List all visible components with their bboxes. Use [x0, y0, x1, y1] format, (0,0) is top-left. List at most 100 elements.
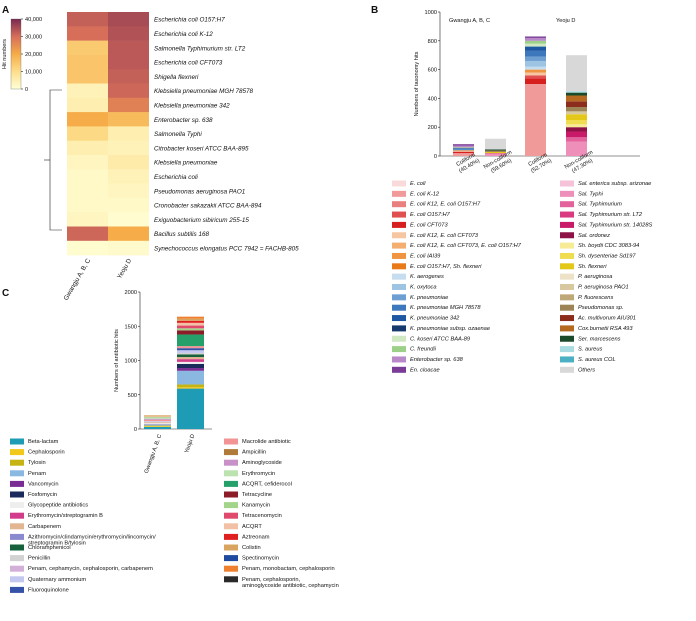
legend-label: C. freundii [410, 347, 437, 353]
bar-segment [453, 144, 474, 146]
legend-swatch [224, 512, 238, 519]
bar-segment [485, 138, 506, 150]
bar-segment [566, 107, 587, 112]
legend-label: E. coli K-12 [410, 191, 440, 197]
heatmap-cell [67, 12, 108, 27]
bar-segment [453, 150, 474, 151]
heatmap-cell [108, 240, 149, 256]
legend-swatch [10, 544, 24, 551]
bar-segment [144, 423, 171, 425]
legend-label: Carbapenem [28, 524, 61, 530]
legend-label: Penam [28, 471, 46, 477]
legend-label: Fluoroquinolone [28, 587, 69, 593]
legend-swatch [392, 315, 406, 322]
legend-swatch [10, 438, 24, 445]
legend-label: Spectinomycin [242, 556, 279, 562]
heatmap-cell [67, 112, 108, 127]
legend-label: S. aureus [578, 347, 603, 353]
bar-segment [177, 334, 204, 347]
legend-label: En. cloacae [410, 367, 440, 373]
bar-segment [144, 419, 171, 422]
bar-segment [485, 154, 506, 156]
legend-swatch [10, 480, 24, 487]
legend-swatch [392, 242, 406, 249]
legend-swatch [560, 201, 574, 208]
y-tick-label: 0 [134, 427, 137, 433]
bar-segment [525, 84, 546, 156]
legend-label: Glycopeptide antibiotics [28, 503, 88, 509]
heatmap-cell [108, 126, 149, 141]
heatmap-row-label: Pseudomonas aeruginosa PAO1 [154, 188, 245, 195]
legend-swatch [392, 263, 406, 270]
bar-segment [566, 131, 587, 138]
heatmap-row-label: Escherichia coli [154, 174, 198, 181]
legend-label: E. coli O157:H7 [410, 212, 451, 218]
y-axis-label: Numbers of antibiotic hits [114, 329, 120, 392]
legend-swatch [10, 533, 24, 540]
legend-swatch [392, 221, 406, 228]
bar-segment [177, 370, 204, 385]
bar-segment [144, 421, 171, 423]
heatmap-row-label: Klebsiella pneumoniae [154, 160, 218, 167]
bar-segment [144, 417, 171, 419]
legend-swatch [224, 459, 238, 466]
y-tick-label: 1000 [425, 10, 437, 16]
legend-label: Erythromycin/streptogramin B [28, 513, 103, 519]
legend-swatch [392, 252, 406, 259]
legend-label: Penam, cephalosporin, aminoglycoside anti… [242, 577, 339, 589]
heatmap-row-label: Synechococcus elongatus PCC 7942 = FACHB… [154, 246, 299, 253]
legend-label: E. coli [410, 181, 426, 187]
heatmap-cell [67, 26, 108, 41]
bar-segment [144, 416, 171, 418]
bar-segment [453, 148, 474, 150]
legend-swatch [392, 304, 406, 311]
heatmap-row-label: Cronobacter sakazakii ATCC BAA-894 [154, 203, 262, 210]
heatmap-cell [108, 69, 149, 84]
y-tick-label: 1000 [125, 359, 137, 365]
legend-swatch [560, 252, 574, 259]
y-axis-label: Numbers of taxonomy hits [414, 51, 420, 116]
bar-segment [177, 328, 204, 331]
bar-segment [525, 60, 546, 67]
taxonomy-legend: E. coli E. coli K-12 E. coli K12, E. coli … [392, 180, 652, 373]
heatmap-row-label: Citrobacter koseri ATCC BAA-895 [154, 145, 249, 152]
heatmap-row-label: Escherichia coli CFT073 [154, 60, 223, 67]
bar-segment [177, 318, 204, 321]
heatmap-row-label: Escherichia coli K-12 [154, 31, 213, 38]
legend-swatch [560, 232, 574, 239]
heatmap-cell [108, 112, 149, 127]
legend-swatch [392, 180, 406, 187]
legend-label: Erythromycin [242, 471, 275, 477]
bar-segment [177, 384, 204, 388]
legend-swatch [560, 356, 574, 363]
colorbar-tick-label: 40,000 [25, 17, 42, 23]
heatmap-cell [108, 155, 149, 170]
legend-swatch [560, 242, 574, 249]
bar-segment [453, 148, 474, 149]
legend-label: Penam, monobactam, cephalosporin [242, 566, 335, 572]
legend-label: Penam, cephamycin, cephalosporin, carbap… [28, 566, 153, 572]
legend-label: E. coli K12, E. coli O157:H7 [410, 202, 481, 208]
bar-segment [144, 426, 171, 429]
legend-swatch [224, 438, 238, 445]
legend-swatch [224, 576, 238, 583]
legend-swatch [560, 325, 574, 332]
legend-label: Others [578, 367, 595, 373]
legend-label: E. coli K12, E. coli CFT073 [410, 233, 479, 239]
y-tick-label: 400 [428, 96, 437, 102]
heatmap-cell [108, 226, 149, 242]
legend-swatch [560, 180, 574, 187]
legend-swatch [392, 335, 406, 342]
legend-label: Azithromycin/clindamycin/erythromycin/li… [28, 534, 156, 546]
legend-label: S. aureus COL [578, 357, 616, 363]
legend-label: Sh. boydii CDC 3083-94 [578, 243, 639, 249]
bar-segment [144, 417, 171, 418]
bar-segment [177, 320, 204, 323]
legend-swatch [392, 190, 406, 197]
legend-label: ACQRT, cefiderocol [242, 481, 292, 487]
legend-label: P. fluorescens [578, 295, 613, 301]
legend-swatch [224, 533, 238, 540]
heatmap-cell [108, 83, 149, 99]
legend-swatch [560, 273, 574, 280]
legend-label: Pseudomonas sp. [578, 305, 624, 311]
